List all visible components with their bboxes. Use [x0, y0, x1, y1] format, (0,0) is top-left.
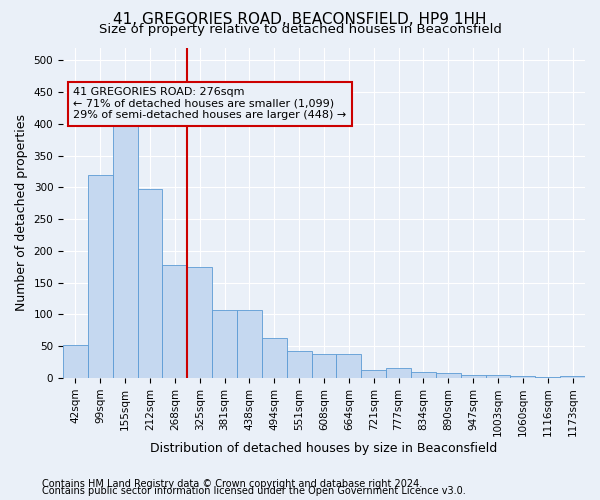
Bar: [187, 267, 212, 378]
Bar: [237, 310, 262, 378]
Bar: [535, 376, 560, 378]
Text: 41, GREGORIES ROAD, BEACONSFIELD, HP9 1HH: 41, GREGORIES ROAD, BEACONSFIELD, HP9 1H…: [113, 12, 487, 28]
Bar: [63, 345, 88, 378]
Bar: [436, 373, 461, 378]
Bar: [485, 376, 511, 378]
Text: Contains HM Land Registry data © Crown copyright and database right 2024.: Contains HM Land Registry data © Crown c…: [42, 479, 422, 489]
Bar: [411, 372, 436, 378]
Bar: [113, 124, 137, 378]
Text: 41 GREGORIES ROAD: 276sqm
← 71% of detached houses are smaller (1,099)
29% of se: 41 GREGORIES ROAD: 276sqm ← 71% of detac…: [73, 87, 347, 120]
Bar: [511, 376, 535, 378]
Bar: [461, 375, 485, 378]
Bar: [137, 189, 163, 378]
Bar: [361, 370, 386, 378]
Bar: [212, 310, 237, 378]
Bar: [262, 338, 287, 378]
Bar: [386, 368, 411, 378]
Text: Size of property relative to detached houses in Beaconsfield: Size of property relative to detached ho…: [98, 22, 502, 36]
X-axis label: Distribution of detached houses by size in Beaconsfield: Distribution of detached houses by size …: [151, 442, 497, 455]
Bar: [163, 265, 187, 378]
Bar: [560, 376, 585, 378]
Y-axis label: Number of detached properties: Number of detached properties: [15, 114, 28, 311]
Bar: [311, 354, 337, 378]
Text: Contains public sector information licensed under the Open Government Licence v3: Contains public sector information licen…: [42, 486, 466, 496]
Bar: [88, 174, 113, 378]
Bar: [287, 352, 311, 378]
Bar: [337, 354, 361, 378]
